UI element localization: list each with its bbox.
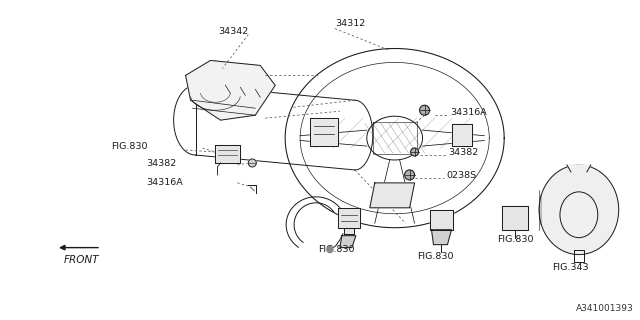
Text: 34316A: 34316A [146,179,182,188]
Circle shape [248,159,256,167]
Polygon shape [216,145,241,163]
Polygon shape [186,60,275,120]
Text: 34316A: 34316A [451,108,487,117]
Circle shape [404,170,415,180]
Text: FIG.343: FIG.343 [552,263,589,272]
Text: 0238S: 0238S [447,172,477,180]
Text: FIG.830: FIG.830 [417,252,454,261]
Polygon shape [431,230,451,244]
Text: 34342: 34342 [218,27,249,36]
Text: FIG.830: FIG.830 [318,245,355,254]
Text: 34382: 34382 [449,148,479,156]
Text: FIG.830: FIG.830 [497,235,534,244]
Polygon shape [370,183,415,208]
Text: FIG.830: FIG.830 [111,141,147,151]
Polygon shape [567,165,591,172]
Ellipse shape [539,165,619,255]
Polygon shape [429,210,453,230]
Circle shape [411,148,419,156]
Text: 34312: 34312 [335,19,365,28]
Text: A341001393: A341001393 [576,304,634,313]
Circle shape [327,247,333,252]
Polygon shape [310,118,338,146]
Polygon shape [452,124,472,146]
Text: 34382: 34382 [146,159,176,169]
Circle shape [420,105,429,115]
Polygon shape [340,236,356,248]
Polygon shape [502,206,528,230]
Polygon shape [344,228,354,234]
Text: FRONT: FRONT [64,255,100,265]
Polygon shape [338,208,360,228]
